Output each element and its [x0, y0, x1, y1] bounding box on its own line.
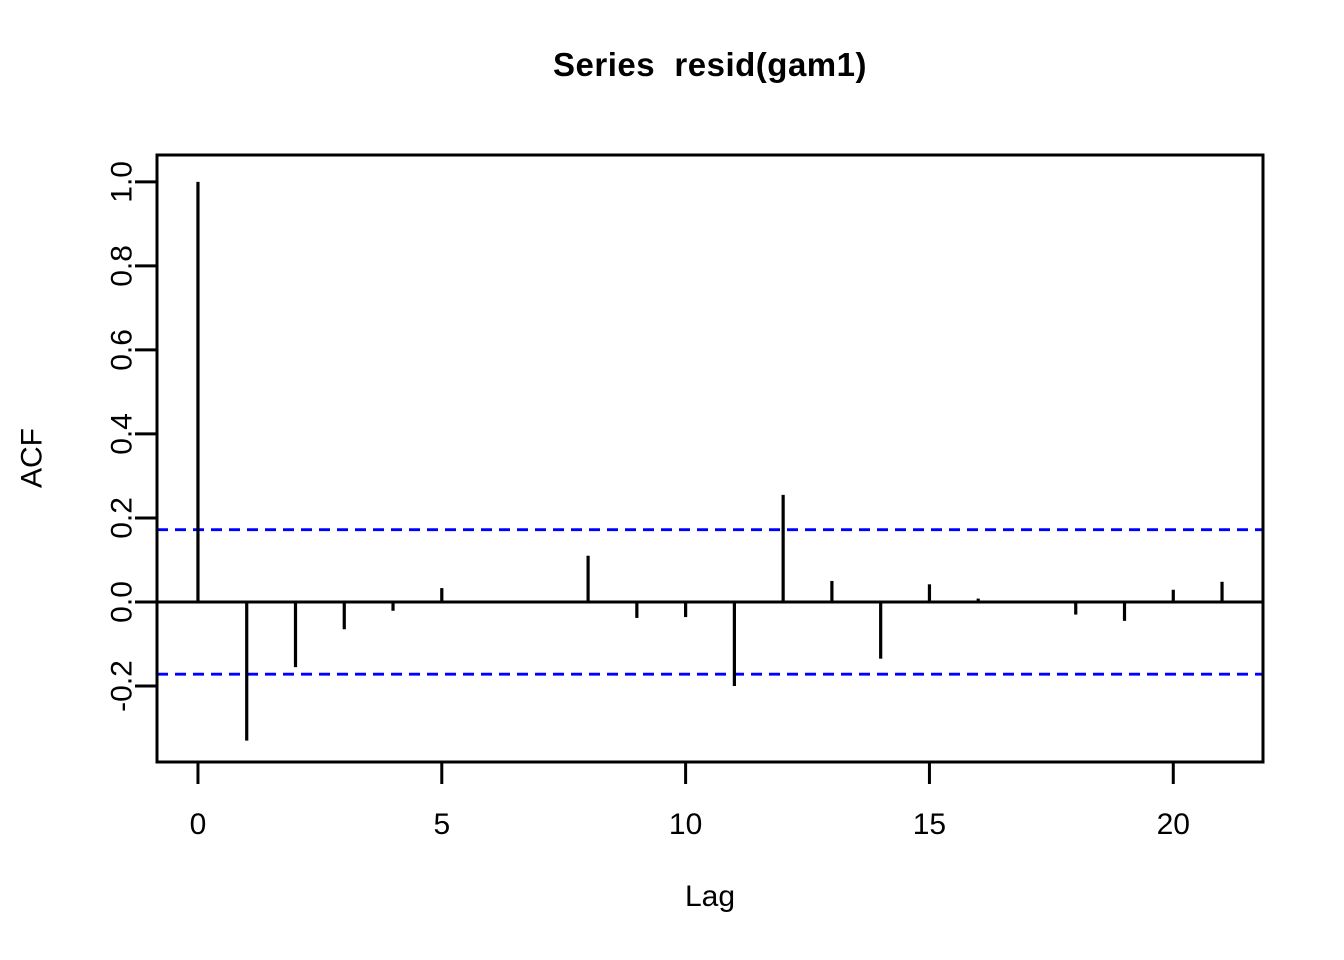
- chart-title: Series resid(gam1): [553, 46, 867, 83]
- x-tick-label: 15: [913, 808, 946, 841]
- x-tick-label: 0: [190, 808, 207, 841]
- y-tick-label: 0.8: [106, 245, 139, 287]
- y-tick-label: 0.0: [106, 581, 139, 623]
- x-tick-label: 20: [1157, 808, 1190, 841]
- y-tick-label: -0.2: [106, 660, 139, 712]
- x-axis-label: Lag: [685, 880, 735, 913]
- y-tick-label: 1.0: [106, 161, 139, 203]
- plot-box: [155, 153, 1265, 764]
- y-tick-label: 0.6: [106, 329, 139, 371]
- x-tick-label: 10: [669, 808, 702, 841]
- x-tick-label: 5: [433, 808, 450, 841]
- y-axis-label: ACF: [16, 428, 49, 488]
- y-tick-label: 0.4: [106, 413, 139, 455]
- y-tick-label: 0.2: [106, 497, 139, 539]
